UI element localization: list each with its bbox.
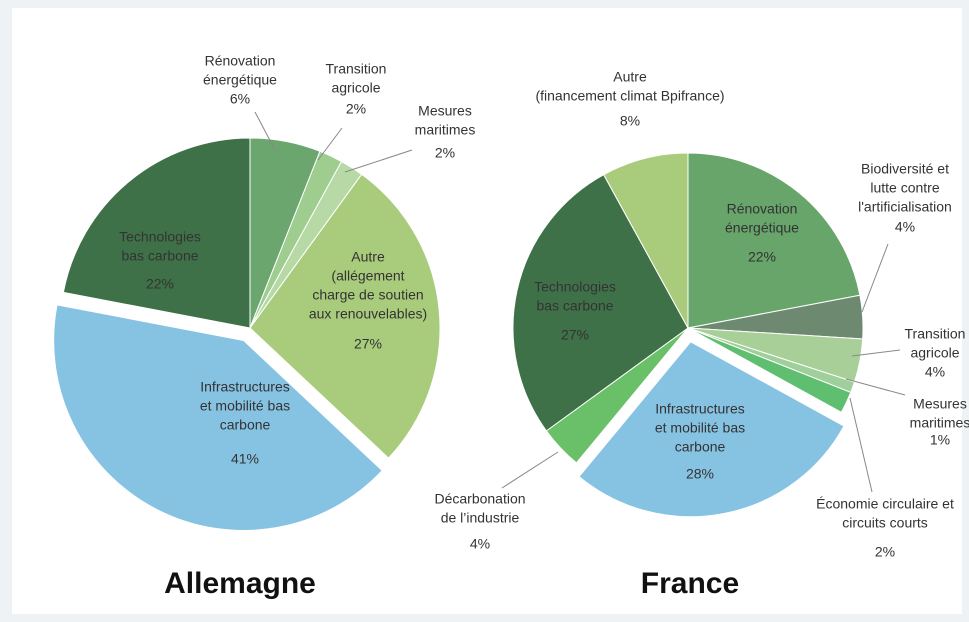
slice-label: Transition bbox=[905, 326, 966, 342]
slice-label: Transition bbox=[326, 61, 387, 77]
slice-label: (financement climat Bpifrance) bbox=[535, 88, 724, 104]
chart-title: Allemagne bbox=[164, 567, 316, 600]
slice-label: charge de soutien bbox=[312, 287, 423, 303]
slice-label: énergétique bbox=[725, 220, 799, 236]
slice-label: Autre bbox=[351, 249, 385, 265]
leader-line bbox=[845, 378, 906, 396]
leader-line bbox=[861, 243, 889, 313]
slice-label: (allégement bbox=[331, 268, 404, 284]
leader-line bbox=[317, 127, 343, 161]
leader-line bbox=[849, 397, 873, 493]
pie-slice bbox=[512, 173, 689, 432]
slice-label: Technologies bbox=[534, 279, 616, 295]
leader-line bbox=[501, 451, 559, 489]
slice-label: Mesures bbox=[913, 396, 967, 412]
slice-label: Infrastructures bbox=[655, 401, 744, 417]
value-label: 27% bbox=[354, 336, 382, 352]
slice-label: Rénovation bbox=[205, 53, 276, 69]
pie-slice bbox=[53, 304, 383, 531]
chart-title: France bbox=[641, 567, 739, 600]
pie-slice bbox=[578, 341, 845, 518]
value-label: 27% bbox=[561, 327, 589, 343]
leader-line bbox=[851, 349, 901, 357]
leader-line bbox=[344, 149, 413, 173]
slice-label: lutte contre bbox=[870, 180, 939, 196]
slice-label: bas carbone bbox=[536, 298, 613, 314]
pie-slice bbox=[62, 137, 251, 329]
pie-slice bbox=[687, 327, 852, 413]
slice-label: agricole bbox=[910, 345, 959, 361]
value-label: 1% bbox=[930, 432, 950, 448]
slice-label: et mobilité bas bbox=[200, 398, 290, 414]
value-label: 8% bbox=[620, 113, 640, 129]
leader-line bbox=[254, 111, 276, 151]
value-label: 6% bbox=[230, 91, 250, 107]
slice-label: Autre bbox=[613, 69, 647, 85]
slice-label: circuits courts bbox=[842, 515, 928, 531]
slice-label: aux renouvelables) bbox=[309, 306, 427, 322]
value-label: 2% bbox=[346, 101, 366, 117]
slice-label: de l’industrie bbox=[441, 510, 520, 526]
slice-label: Technologies bbox=[119, 229, 201, 245]
slice-label: l'artificialisation bbox=[858, 199, 952, 215]
slice-label: carbone bbox=[220, 417, 271, 433]
value-label: 2% bbox=[435, 145, 455, 161]
slice-label: Décarbonation bbox=[434, 491, 525, 507]
value-label: 4% bbox=[895, 219, 915, 235]
value-label: 41% bbox=[231, 451, 259, 467]
pie-slice bbox=[603, 152, 689, 329]
slice-label: carbone bbox=[675, 439, 726, 455]
slice-label: agricole bbox=[331, 80, 380, 96]
value-label: 22% bbox=[146, 276, 174, 292]
slice-label: Rénovation bbox=[727, 201, 798, 217]
slice-label: Mesures bbox=[418, 103, 472, 119]
slice-label: Biodiversité et bbox=[861, 161, 949, 177]
value-label: 22% bbox=[748, 249, 776, 265]
slice-label: maritimes bbox=[415, 122, 476, 138]
value-label: 2% bbox=[875, 544, 895, 560]
slice-label: bas carbone bbox=[121, 248, 198, 264]
value-label: 4% bbox=[470, 536, 490, 552]
pie-slice bbox=[687, 152, 861, 329]
slice-label: maritimes bbox=[910, 415, 969, 431]
value-label: 4% bbox=[925, 364, 945, 380]
slice-label: Infrastructures bbox=[200, 379, 289, 395]
slice-label: et mobilité bas bbox=[655, 420, 745, 436]
slice-label: énergétique bbox=[203, 72, 277, 88]
pie-slice bbox=[249, 173, 441, 459]
slice-label: Économie circulaire et bbox=[816, 496, 954, 512]
value-label: 28% bbox=[686, 466, 714, 482]
